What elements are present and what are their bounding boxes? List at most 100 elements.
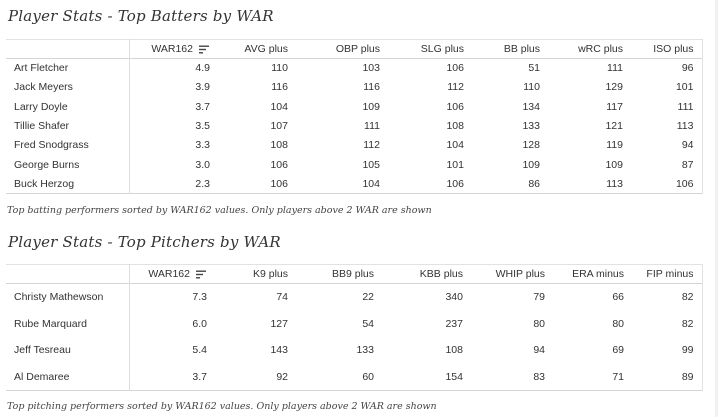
stat-cell: 109 — [522, 158, 540, 171]
stat-cell: 66 — [612, 291, 624, 304]
pitching-player-header — [6, 264, 130, 284]
stat-cell: 51 — [528, 62, 540, 75]
sort-descending-icon[interactable] — [199, 45, 210, 54]
player-name-cell: Art Fletcher — [6, 58, 130, 78]
stat-cell: 112 — [363, 139, 380, 152]
stat-cell: 99 — [632, 336, 703, 364]
stat-cell: 109 — [362, 100, 380, 113]
stat-cell: 3.0 — [195, 158, 210, 171]
table-row: Rube Marquard 6.0 127 54 237 80 80 82 — [6, 310, 703, 337]
stat-cell: 79 — [533, 291, 545, 304]
stat-cell: 113 — [606, 177, 623, 190]
table-row: Al Demaree 3.7 92 60 154 83 71 89 — [6, 363, 703, 391]
stat-cell: 92 — [276, 370, 288, 383]
batting-header-wrc-plus[interactable]: wRC plus — [578, 43, 623, 55]
batting-player-header — [6, 39, 130, 59]
stat-cell: 74 — [276, 291, 288, 304]
stat-cell: 87 — [631, 154, 703, 175]
stat-cell: 82 — [632, 310, 703, 337]
batting-caption: Top batting performers sorted by WAR162 … — [7, 205, 432, 216]
stat-cell: 3.9 — [195, 81, 210, 94]
pitching-header-war162[interactable]: WAR162 — [129, 265, 215, 284]
stat-cell: 3.7 — [195, 100, 210, 113]
stat-cell: 104 — [270, 100, 288, 113]
stat-cell: 340 — [445, 291, 463, 304]
batting-header-bb-plus[interactable]: BB plus — [503, 43, 540, 55]
batting-table: WAR162 AVG plus OBP plus SLG plus BB plu… — [6, 39, 703, 194]
batting-header-slg-plus[interactable]: SLG plus — [420, 43, 464, 55]
player-name-cell: Rube Marquard — [6, 310, 130, 337]
stat-cell: 83 — [533, 370, 545, 383]
stat-cell: 134 — [522, 100, 540, 113]
player-name-cell: Buck Herzog — [6, 174, 130, 194]
stat-cell: 112 — [447, 81, 464, 94]
table-row: Buck Herzog 2.3 106 104 106 86 113 106 — [6, 174, 703, 194]
stat-cell: 2.3 — [195, 177, 210, 190]
pitching-header-k9-plus[interactable]: K9 plus — [252, 268, 288, 280]
stat-cell: 94 — [533, 344, 545, 357]
pitching-header-whip-plus[interactable]: WHIP plus — [495, 268, 545, 280]
stat-cell: 105 — [362, 158, 380, 171]
table-row: Tillie Shafer 3.5 107 111 108 133 121 113 — [6, 116, 703, 136]
stat-cell: 7.3 — [192, 291, 207, 304]
table-row: Art Fletcher 4.9 110 103 106 51 111 96 — [6, 58, 703, 78]
stat-cell: 71 — [612, 370, 624, 383]
stat-cell: 80 — [533, 317, 545, 330]
stat-cell: 96 — [631, 58, 703, 78]
pitching-header-era-minus[interactable]: ERA minus — [572, 268, 624, 280]
player-name-cell: Jeff Tesreau — [6, 336, 130, 364]
batting-header-war162[interactable]: WAR162 — [129, 40, 218, 59]
player-name-cell: Christy Mathewson — [6, 283, 130, 311]
stat-cell: 133 — [356, 344, 374, 357]
pitching-table: WAR162 K9 plus BB9 plus KBB plus WHIP pl… — [6, 264, 703, 391]
batting-header-obp-plus[interactable]: OBP plus — [335, 43, 380, 55]
table-row: Christy Mathewson 7.3 74 22 340 79 66 82 — [6, 283, 703, 311]
batting-title: Player Stats - Top Batters by WAR — [8, 7, 274, 25]
stat-cell: 113 — [631, 116, 703, 136]
stat-cell: 104 — [362, 177, 380, 190]
pitching-header-kbb-plus[interactable]: KBB plus — [419, 268, 463, 280]
sort-descending-icon[interactable] — [196, 270, 207, 279]
stat-cell: 108 — [445, 344, 463, 357]
pitching-caption: Top pitching performers sorted by WAR162… — [7, 401, 437, 412]
stat-cell: 119 — [606, 139, 623, 152]
table-row: Jack Meyers 3.9 116 116 112 110 129 101 — [6, 77, 703, 98]
stat-cell: 106 — [446, 100, 464, 113]
stat-cell: 237 — [445, 317, 463, 330]
stat-cell: 108 — [270, 139, 288, 152]
stat-cell: 3.7 — [192, 370, 207, 383]
table-row: Fred Snodgrass 3.3 108 112 104 128 119 94 — [6, 135, 703, 155]
stat-cell: 5.4 — [192, 344, 207, 357]
stat-cell: 101 — [446, 158, 464, 171]
pitching-header-fip-minus[interactable]: FIP minus — [632, 264, 703, 284]
stat-cell: 60 — [362, 370, 374, 383]
player-name-cell: George Burns — [6, 154, 130, 175]
stat-cell: 101 — [631, 77, 703, 98]
player-name-cell: Jack Meyers — [6, 77, 130, 98]
pitching-header-bb9-plus[interactable]: BB9 plus — [331, 268, 374, 280]
stat-cell: 69 — [612, 344, 624, 357]
stat-cell: 109 — [605, 158, 623, 171]
stat-cell: 127 — [270, 317, 288, 330]
stat-cell: 106 — [446, 62, 464, 75]
stat-cell: 89 — [632, 363, 703, 391]
stat-cell: 129 — [605, 81, 623, 94]
stat-cell: 143 — [270, 344, 288, 357]
batting-header-iso-plus[interactable]: ISO plus — [631, 39, 703, 59]
stat-cell: 111 — [364, 120, 380, 133]
vertical-scrollbar[interactable] — [715, 0, 718, 417]
stat-cell: 22 — [362, 291, 374, 304]
stat-cell: 104 — [446, 139, 464, 152]
batting-header-row: WAR162 AVG plus OBP plus SLG plus BB plu… — [6, 39, 703, 59]
player-name-cell: Al Demaree — [6, 363, 130, 391]
batting-header-avg-plus[interactable]: AVG plus — [244, 43, 288, 55]
stat-cell: 80 — [612, 317, 624, 330]
stat-cell: 116 — [363, 81, 380, 94]
table-row: George Burns 3.0 106 105 101 109 109 87 — [6, 154, 703, 175]
stat-cell: 154 — [445, 370, 463, 383]
stat-cell: 121 — [605, 120, 623, 133]
stat-cell: 3.5 — [195, 120, 210, 133]
stat-cell: 110 — [523, 81, 540, 94]
stat-cell: 107 — [270, 120, 288, 133]
stat-cell: 108 — [446, 120, 464, 133]
